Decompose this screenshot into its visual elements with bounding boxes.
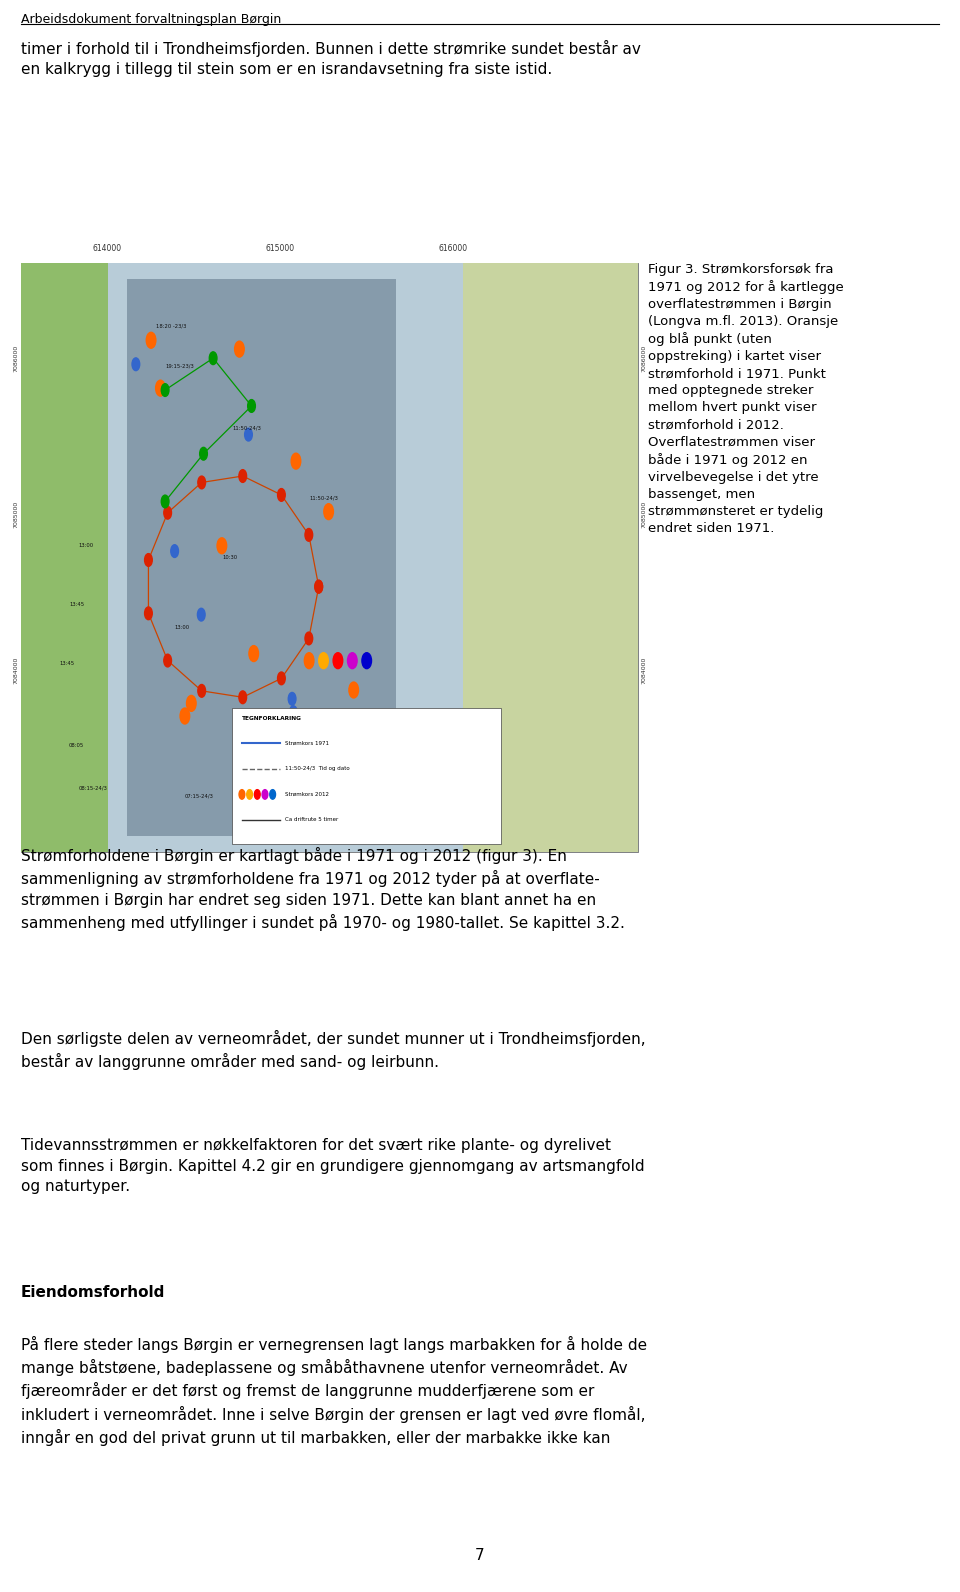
Circle shape: [348, 681, 358, 697]
Circle shape: [156, 380, 165, 396]
Circle shape: [362, 653, 372, 669]
Circle shape: [132, 358, 140, 371]
Bar: [21, 263, 638, 852]
Bar: [21, 263, 108, 852]
Text: 7086000: 7086000: [13, 344, 18, 373]
Text: Arbeidsdokument forvaltningsplan Børgin: Arbeidsdokument forvaltningsplan Børgin: [21, 13, 281, 25]
Circle shape: [145, 607, 153, 619]
Circle shape: [324, 503, 333, 519]
Bar: [463, 263, 638, 852]
Text: Strømforholdene i Børgin er kartlagt både i 1971 og i 2012 (figur 3). En
sammenl: Strømforholdene i Børgin er kartlagt båd…: [21, 847, 625, 931]
Circle shape: [164, 654, 172, 667]
Circle shape: [171, 544, 179, 557]
Text: 11:50-24/3: 11:50-24/3: [309, 495, 338, 501]
Text: Tidevannsstrømmen er nøkkelfaktoren for det svært rike plante- og dyrelivet
som : Tidevannsstrømmen er nøkkelfaktoren for …: [21, 1138, 645, 1194]
Circle shape: [319, 653, 328, 669]
Text: På flere steder langs Børgin er vernegrensen lagt langs marbakken for å holde de: På flere steder langs Børgin er vernegre…: [21, 1336, 647, 1446]
Circle shape: [146, 333, 156, 349]
Text: Strømkors 2012: Strømkors 2012: [285, 791, 329, 798]
Circle shape: [164, 506, 172, 519]
Circle shape: [290, 705, 298, 718]
Circle shape: [262, 790, 268, 799]
Text: 616000: 616000: [439, 244, 468, 253]
Circle shape: [161, 384, 169, 396]
Text: 11:50-24/3  Tid og dato: 11:50-24/3 Tid og dato: [285, 766, 349, 772]
Text: 13:45: 13:45: [60, 661, 75, 665]
Text: 13:45: 13:45: [69, 602, 84, 607]
Circle shape: [245, 428, 252, 441]
Text: 7: 7: [475, 1549, 485, 1563]
Text: 18:20 -23/3: 18:20 -23/3: [156, 323, 186, 330]
Text: 7084000: 7084000: [641, 656, 646, 685]
Circle shape: [239, 790, 245, 799]
Circle shape: [249, 646, 258, 662]
Circle shape: [304, 653, 314, 669]
Text: 08:05: 08:05: [69, 743, 84, 748]
Text: Ca driftrute 5 timer: Ca driftrute 5 timer: [285, 817, 338, 823]
Text: 07:15-24/3: 07:15-24/3: [184, 793, 213, 799]
Circle shape: [239, 691, 247, 704]
Circle shape: [315, 579, 323, 594]
Circle shape: [305, 632, 313, 645]
Text: 615000: 615000: [266, 244, 295, 253]
Circle shape: [198, 685, 205, 697]
Circle shape: [315, 579, 323, 594]
Text: 19:15-23/3: 19:15-23/3: [165, 363, 194, 369]
Text: 7085000: 7085000: [13, 500, 18, 529]
Circle shape: [288, 693, 296, 705]
Circle shape: [239, 470, 247, 482]
Text: 13:00: 13:00: [175, 626, 190, 630]
Circle shape: [305, 529, 313, 541]
Text: 614000: 614000: [93, 244, 122, 253]
Text: TEGNFORKLARING: TEGNFORKLARING: [242, 716, 301, 721]
Circle shape: [248, 400, 255, 412]
Circle shape: [270, 790, 276, 799]
Circle shape: [234, 341, 244, 357]
Circle shape: [145, 554, 153, 567]
Circle shape: [291, 454, 300, 470]
Bar: [232, 708, 501, 844]
Circle shape: [247, 790, 252, 799]
Text: 11:50-24/3: 11:50-24/3: [232, 425, 261, 430]
Circle shape: [186, 696, 196, 712]
Circle shape: [217, 538, 227, 554]
Circle shape: [180, 708, 190, 724]
Text: Figur 3. Strømkorsforsøk fra
1971 og 2012 for å kartlegge
overflatestrømmen i Bø: Figur 3. Strømkorsforsøk fra 1971 og 201…: [648, 263, 844, 535]
Text: 08:15-24/3: 08:15-24/3: [79, 785, 108, 791]
Circle shape: [198, 476, 205, 489]
Circle shape: [284, 745, 292, 758]
Circle shape: [333, 653, 343, 669]
Text: Eiendomsforhold: Eiendomsforhold: [21, 1285, 165, 1299]
Text: 7086000: 7086000: [641, 344, 646, 373]
Text: 13:00: 13:00: [79, 543, 94, 548]
Circle shape: [277, 672, 285, 685]
Text: Den sørligste delen av verneområdet, der sundet munner ut i Trondheimsfjorden,
b: Den sørligste delen av verneområdet, der…: [21, 1030, 646, 1070]
Circle shape: [348, 653, 357, 669]
Circle shape: [209, 352, 217, 365]
Text: 7085000: 7085000: [641, 500, 646, 529]
Text: timer i forhold til i Trondheimsfjorden. Bunnen i dette strømrike sundet består : timer i forhold til i Trondheimsfjorden.…: [21, 40, 641, 78]
Text: 10:30: 10:30: [223, 554, 238, 560]
Text: 7084000: 7084000: [13, 656, 18, 685]
Circle shape: [277, 489, 285, 501]
Bar: [108, 263, 463, 852]
Circle shape: [161, 495, 169, 508]
Bar: [127, 279, 396, 836]
Text: Strømkors 1971: Strømkors 1971: [285, 740, 329, 747]
Circle shape: [254, 790, 260, 799]
Circle shape: [198, 608, 205, 621]
Circle shape: [200, 447, 207, 460]
